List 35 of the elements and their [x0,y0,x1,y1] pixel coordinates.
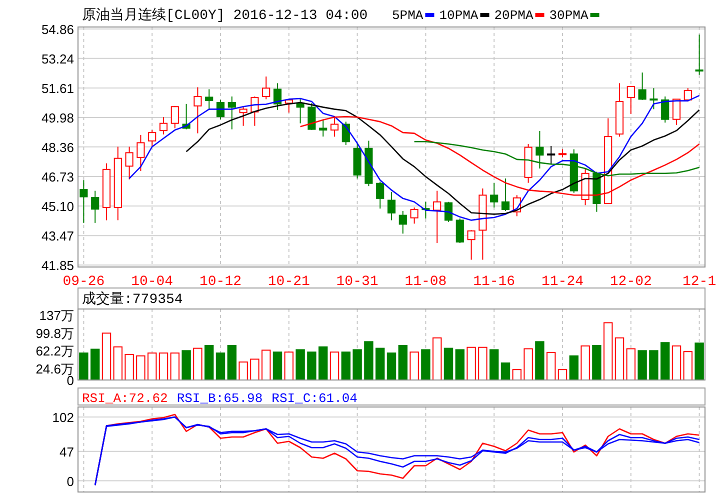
x-tick-label: 11-24 [541,274,584,290]
x-tick-label: 11-08 [404,274,447,290]
series-label: RSI_B:65.98 [176,391,263,406]
y-tick-label: 43.47 [41,228,74,244]
x-tick-label: 11-16 [473,274,516,290]
y-tick-label: 62.2万 [36,344,74,359]
y-tick-label: 41.85 [41,258,74,274]
x-tick-label: 12-1 [682,274,716,290]
y-tick-label: 53.24 [41,51,74,66]
legend-label: 10PMA [439,8,478,23]
x-tick-label: 09-26 [62,274,105,290]
y-tick-label: 137万 [39,308,74,324]
x-tick-label: 10-04 [131,274,174,290]
y-tick-label: 48.36 [41,140,74,155]
x-tick-label: 12-02 [610,274,652,290]
y-tick-label: 102 [52,410,74,425]
y-tick-label: 0 [66,474,74,489]
y-tick-label: 99.8万 [36,326,74,341]
x-tick-label: 10-31 [336,274,378,290]
legend-label: 20PMA [494,8,534,23]
y-tick-label: 24.6万 [36,361,74,376]
series-label: RSI_A:72.62 [82,391,168,406]
series-label: RSI_C:61.04 [272,391,358,406]
legend-label: 30PMA [549,8,588,23]
chart-title: 成交量:779354 [82,291,183,308]
y-tick-label: 45.10 [41,199,74,214]
y-tick-label: 47 [60,444,74,460]
y-tick-label: 49.98 [41,110,74,126]
chart-title: 原油当月连续[CL00Y] 2016-12-13 04:00 [82,7,368,24]
y-tick-label: 51.61 [41,80,74,96]
x-tick-label: 10-12 [199,274,242,290]
legend-label: 5PMA [392,8,424,23]
y-tick-label: 46.73 [41,169,74,184]
x-tick-label: 10-21 [268,274,310,290]
y-tick-label: 54.86 [41,22,74,37]
